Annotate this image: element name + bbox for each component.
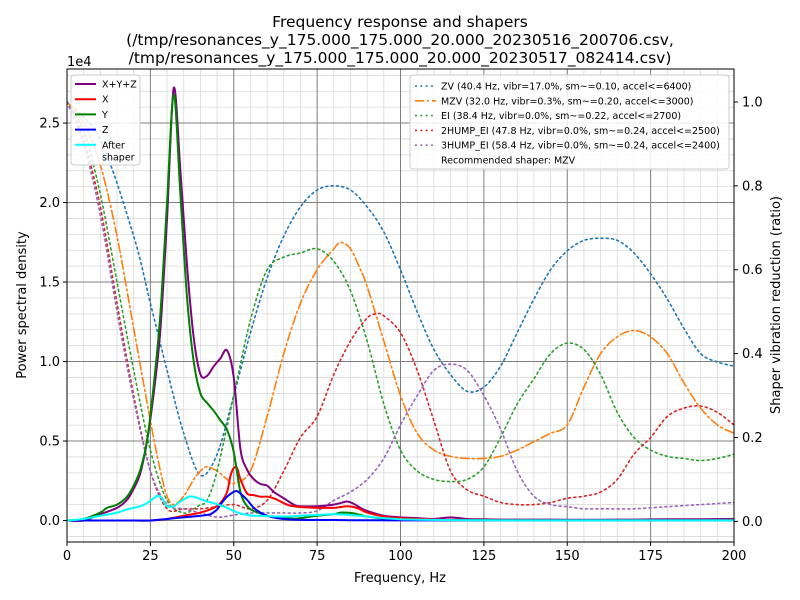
legend-shapers: ZV (40.4 Hz, vibr=17.0%, sm~=0.10, accel… — [409, 74, 730, 170]
y2-tick-label: 1.0 — [742, 95, 763, 110]
recommended-shaper-text: Recommended shaper: MZV — [441, 156, 576, 167]
legend-entry: 3HUMP_EI (58.4 Hz, vibr=0.0%, sm~=0.24, … — [441, 141, 720, 152]
y-tick-label: 2.0 — [39, 196, 60, 211]
x-tick-label: 50 — [225, 549, 242, 564]
legend-entry: X — [102, 95, 109, 106]
x-tick-label: 200 — [722, 549, 747, 564]
legend-entry: shaper — [102, 152, 135, 163]
y-axis-ticks: 0.0 0.5 1.0 1.5 2.0 2.5 — [39, 117, 67, 529]
title-line: (/tmp/resonances_y_175.000_175.000_20.00… — [126, 31, 674, 50]
title-line: /tmp/resonances_y_175.000_175.000_20.000… — [129, 49, 672, 68]
shaper-series-line — [67, 101, 734, 477]
legend-entry: MZV (32.0 Hz, vibr=0.3%, sm~=0.20, accel… — [441, 96, 693, 107]
legend-entry: X+Y+Z — [102, 80, 137, 91]
legend-box — [409, 74, 730, 170]
y2-tick-label: 0.4 — [742, 347, 763, 362]
y-axis-offset-label: 1e4 — [67, 55, 92, 70]
legend-entry: ZV (40.4 Hz, vibr=17.0%, sm~=0.10, accel… — [441, 82, 691, 93]
x-tick-label: 150 — [555, 549, 580, 564]
y-axis-label: Power spectral density — [15, 231, 30, 379]
legend-entry: Y — [101, 110, 108, 121]
legend-box — [70, 74, 141, 166]
y2-axis-label: Shaper vibration reduction (ratio) — [769, 196, 784, 414]
x-tick-label: 100 — [388, 549, 413, 564]
y2-tick-label: 0.2 — [742, 431, 763, 446]
y-tick-label: 2.5 — [39, 117, 60, 132]
x-tick-label: 125 — [471, 549, 496, 564]
shaper-series-line — [67, 101, 734, 513]
y-tick-label: 0.5 — [39, 435, 60, 450]
shaper-series-line — [67, 101, 734, 519]
series-group — [67, 86, 734, 522]
y-tick-label: 1.5 — [39, 276, 60, 291]
x-axis-label: Frequency, Hz — [354, 571, 446, 586]
x-tick-label: 75 — [309, 549, 326, 564]
legend-entry: Z — [102, 125, 109, 136]
shaper-series-line — [67, 101, 734, 506]
legend-entry: EI (38.4 Hz, vibr=0.0%, sm~=0.22, accel<… — [441, 111, 681, 122]
x-tick-label: 0 — [63, 549, 71, 564]
title-line: Frequency response and shapers — [272, 13, 528, 31]
psd-series-line — [67, 494, 734, 522]
x-tick-label: 25 — [142, 549, 159, 564]
x-axis-ticks: 0 25 50 75 100 125 150 175 200 — [63, 542, 747, 564]
y2-tick-label: 0.0 — [742, 515, 763, 530]
legend-entry: After — [102, 140, 125, 151]
x-tick-label: 175 — [638, 549, 663, 564]
y-tick-label: 0.0 — [39, 514, 60, 529]
chart-title: Frequency response and shapers(/tmp/reso… — [126, 13, 674, 68]
y2-tick-label: 0.8 — [742, 179, 763, 194]
y2-axis-ticks: 0.0 0.2 0.4 0.6 0.8 1.0 — [734, 95, 763, 530]
y-tick-label: 1.0 — [39, 355, 60, 370]
y2-tick-label: 0.6 — [742, 263, 763, 278]
legend-entry: 2HUMP_EI (47.8 Hz, vibr=0.0%, sm~=0.24, … — [441, 126, 720, 137]
shaper-series-line — [67, 101, 734, 515]
